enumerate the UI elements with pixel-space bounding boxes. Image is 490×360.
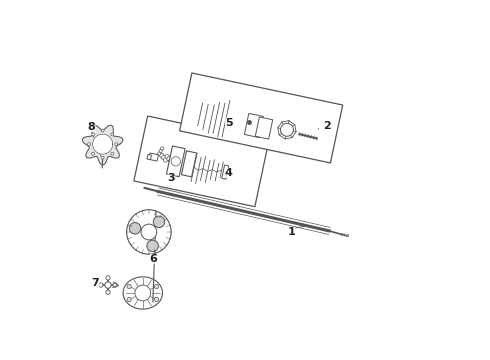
Circle shape [127,297,131,302]
Polygon shape [181,151,196,177]
Circle shape [141,224,157,240]
Text: 1: 1 [288,227,295,237]
Circle shape [154,297,159,302]
Circle shape [115,143,118,145]
Circle shape [169,159,173,163]
Circle shape [127,284,131,289]
Circle shape [161,156,166,160]
Polygon shape [179,73,343,163]
Polygon shape [148,153,158,161]
Text: 3: 3 [168,173,175,183]
Circle shape [147,240,158,252]
Text: 5: 5 [225,118,233,128]
Polygon shape [134,116,269,207]
Circle shape [101,129,104,132]
Circle shape [154,284,159,289]
Polygon shape [93,134,113,154]
Text: 4: 4 [225,168,233,178]
Circle shape [92,152,95,155]
Polygon shape [82,125,123,165]
Circle shape [111,152,114,155]
Circle shape [280,123,294,136]
Circle shape [153,216,165,228]
Circle shape [101,156,104,159]
Polygon shape [245,113,264,138]
Circle shape [160,153,164,158]
Text: 6: 6 [149,254,157,264]
Circle shape [88,143,91,145]
Circle shape [126,210,171,254]
Text: 7: 7 [92,278,99,288]
Polygon shape [222,165,229,179]
Polygon shape [167,146,185,177]
Circle shape [135,285,151,301]
Circle shape [158,152,161,155]
Circle shape [159,149,162,153]
Circle shape [106,290,110,294]
Circle shape [161,147,164,150]
Circle shape [111,133,114,136]
Circle shape [171,157,180,166]
Text: 8: 8 [88,122,96,132]
Polygon shape [147,154,151,160]
Polygon shape [255,117,273,139]
Circle shape [165,154,170,159]
Ellipse shape [123,277,163,309]
Circle shape [106,276,110,280]
Circle shape [113,283,117,287]
Text: 2: 2 [323,121,331,131]
Circle shape [98,283,103,287]
Circle shape [129,222,141,234]
Circle shape [92,133,95,136]
Circle shape [163,158,168,162]
Circle shape [105,282,111,288]
Circle shape [167,157,171,161]
